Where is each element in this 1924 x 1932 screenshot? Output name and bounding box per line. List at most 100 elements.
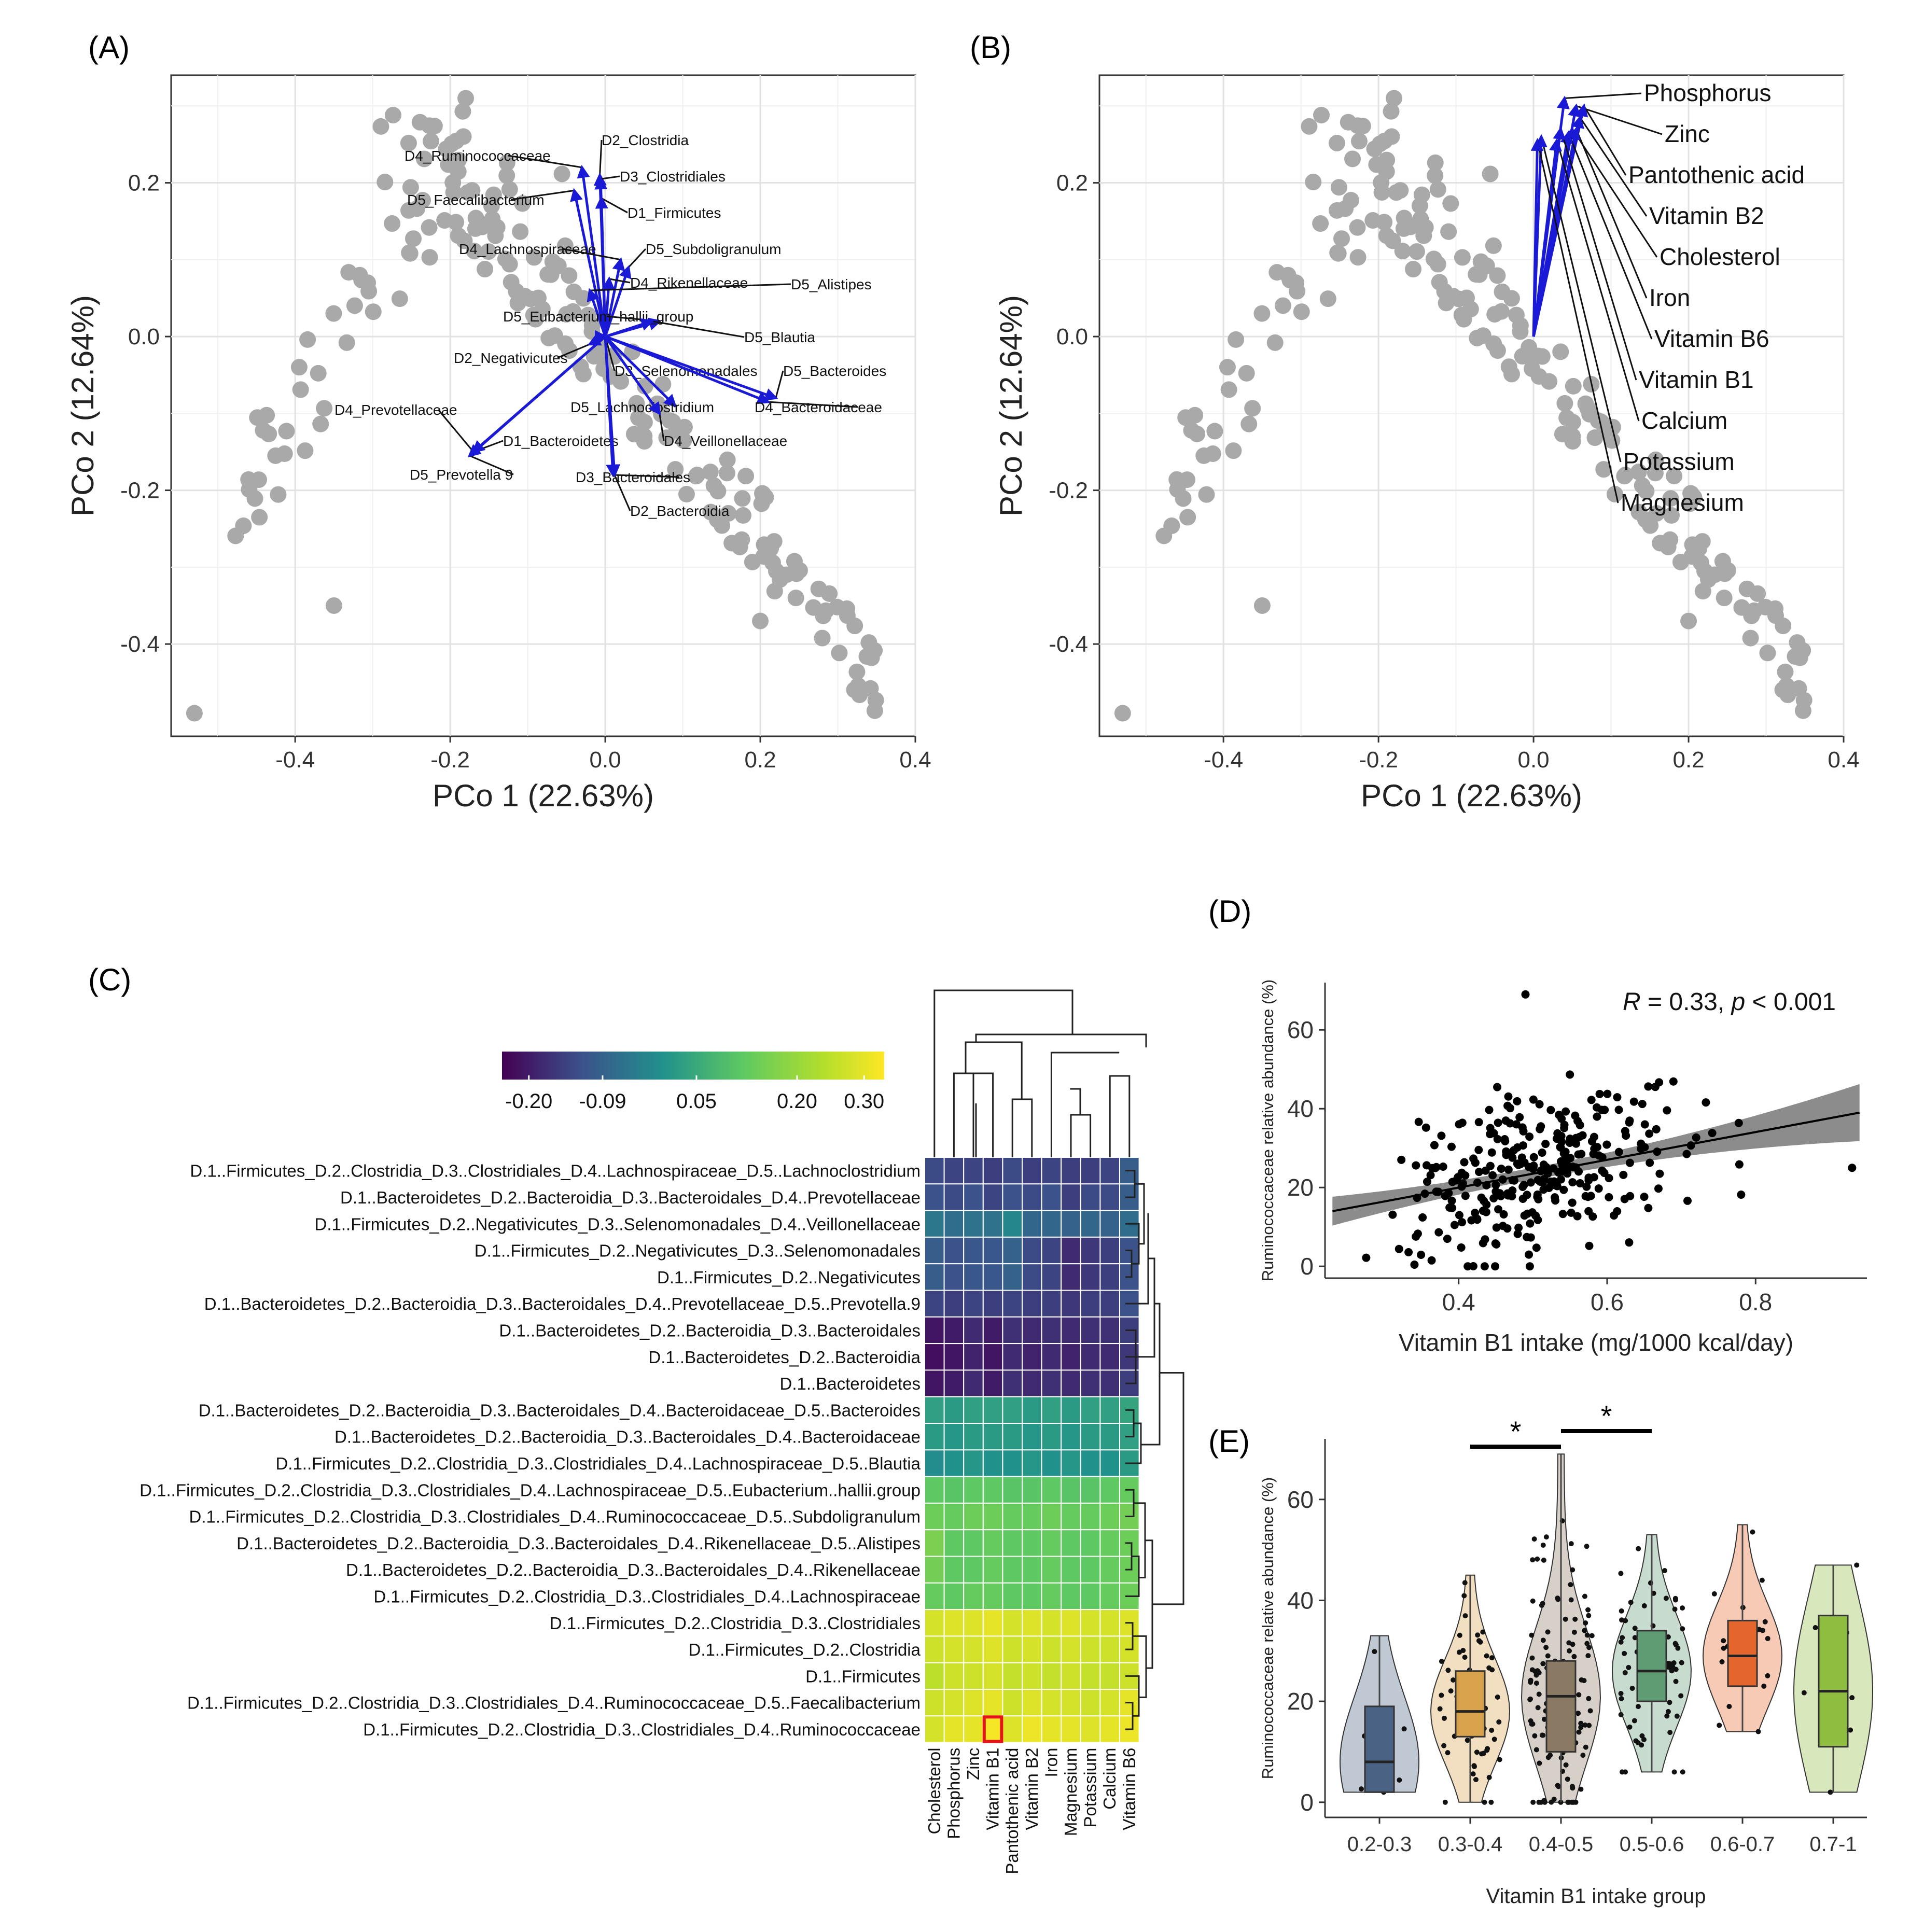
vector-leader-line — [1583, 105, 1627, 176]
heatmap-cell — [1061, 1609, 1081, 1637]
heatmap-cell — [1099, 1236, 1120, 1265]
heatmap-cell — [1041, 1582, 1062, 1611]
jitter-point — [1801, 1690, 1807, 1696]
sample-point — [501, 256, 518, 273]
data-point — [1572, 1139, 1581, 1148]
data-point — [1591, 1143, 1600, 1152]
sample-point — [310, 365, 327, 382]
heatmap-cell — [924, 1369, 945, 1397]
data-point — [1513, 1097, 1522, 1105]
jitter-point — [1529, 1667, 1535, 1673]
sample-point — [709, 483, 727, 500]
sample-point — [1198, 486, 1215, 503]
jitter-point — [1568, 1541, 1574, 1547]
sample-point — [1738, 580, 1755, 597]
heatmap-cell — [1080, 1210, 1101, 1238]
data-point — [1593, 1112, 1601, 1121]
sample-point — [235, 517, 252, 534]
vector-arrow — [595, 195, 608, 337]
row-label: D.1..Firmicutes_D.2..Clostridia_D.3..Clo… — [363, 1720, 921, 1739]
data-point — [1521, 990, 1530, 999]
jitter-point — [1626, 1664, 1632, 1670]
jitter-point — [1673, 1667, 1679, 1672]
heatmap-cell — [943, 1290, 965, 1318]
heatmap-cell — [924, 1582, 945, 1611]
heatmap-cell — [1080, 1662, 1101, 1690]
data-point — [1735, 1160, 1744, 1169]
jitter-point — [1582, 1593, 1587, 1599]
sample-point — [1378, 227, 1395, 244]
data-point — [1587, 1096, 1596, 1104]
sample-point — [1530, 368, 1547, 385]
data-point — [1539, 1185, 1548, 1194]
annotation-text: = 0.33, — [1641, 988, 1732, 1016]
sample-point — [815, 607, 832, 624]
heatmap-cell — [1061, 1263, 1081, 1291]
jitter-point — [1451, 1677, 1456, 1683]
data-point — [1486, 1124, 1495, 1132]
data-point — [1644, 1203, 1653, 1212]
heatmap-cell — [1099, 1290, 1120, 1318]
jitter-point — [1462, 1580, 1468, 1586]
sample-point — [1500, 358, 1517, 375]
heatmap-cell — [1002, 1689, 1023, 1717]
sample-point — [1489, 267, 1506, 284]
sample-point — [831, 645, 848, 662]
column-label: Magnesium — [1061, 1748, 1080, 1837]
vector-label: D5_Eubacterium_hallii_group — [503, 309, 693, 325]
jitter-point — [1565, 1799, 1571, 1805]
heatmap-cell — [1080, 1396, 1101, 1424]
y-tick-label: 60 — [1287, 1016, 1314, 1043]
data-point — [1514, 1223, 1523, 1232]
heatmap-cell — [963, 1476, 984, 1504]
vector-label: D2_Negativicutes — [454, 350, 567, 366]
jitter-point — [1627, 1724, 1633, 1730]
jitter-point — [1489, 1655, 1495, 1661]
sample-point — [450, 227, 467, 244]
jitter-point — [1437, 1706, 1443, 1712]
sample-point — [1440, 223, 1457, 240]
jitter-point — [1570, 1642, 1576, 1647]
jitter-point — [1635, 1704, 1641, 1710]
data-point — [1535, 1100, 1544, 1109]
jitter-point — [1583, 1620, 1588, 1626]
vector-leader-line — [1559, 129, 1637, 381]
dendrogram-branch — [1152, 1372, 1184, 1605]
vector-leader-line — [1540, 136, 1622, 463]
data-point — [1460, 1158, 1469, 1167]
sample-point — [810, 580, 827, 597]
highlight-box — [982, 1715, 1003, 1743]
jitter-point — [1586, 1723, 1592, 1728]
data-point — [1426, 1171, 1435, 1180]
jitter-point — [1672, 1641, 1678, 1646]
heatmap-cell — [1099, 1529, 1120, 1557]
vector-label: Vitamin B6 — [1654, 325, 1769, 352]
heatmap-cell — [1041, 1396, 1062, 1424]
heatmap-cell — [943, 1715, 965, 1743]
heatmap-cell — [924, 1210, 945, 1238]
data-point — [1469, 1262, 1477, 1270]
sample-point — [1595, 461, 1612, 478]
heatmap-cell — [943, 1662, 965, 1690]
heatmap-cell — [1002, 1396, 1023, 1424]
vector-arrow — [604, 336, 621, 478]
heatmap-cell — [1022, 1689, 1042, 1717]
y-tick-label: 40 — [1287, 1587, 1314, 1614]
y-tick-label: 0.2 — [1056, 171, 1088, 196]
heatmap-cell — [943, 1529, 965, 1557]
vector-arrow — [570, 188, 607, 337]
data-point — [1480, 1262, 1489, 1271]
data-point — [1412, 1161, 1420, 1170]
jitter-point — [1541, 1716, 1547, 1722]
jitter-point — [1571, 1654, 1577, 1659]
vector-label: Vitamin B2 — [1649, 202, 1764, 229]
sample-point — [1685, 489, 1703, 506]
x-axis-title: Vitamin B1 intake (mg/1000 kcal/day) — [1399, 1329, 1793, 1356]
jitter-point — [1579, 1677, 1584, 1683]
heatmap-cell — [963, 1582, 984, 1611]
heatmap-cell — [1080, 1157, 1101, 1185]
y-axis-title: PCo 2 (12.64%) — [994, 295, 1028, 516]
heatmap-cell — [943, 1556, 965, 1584]
jitter-point — [1535, 1556, 1540, 1562]
jitter-point — [1473, 1777, 1479, 1783]
